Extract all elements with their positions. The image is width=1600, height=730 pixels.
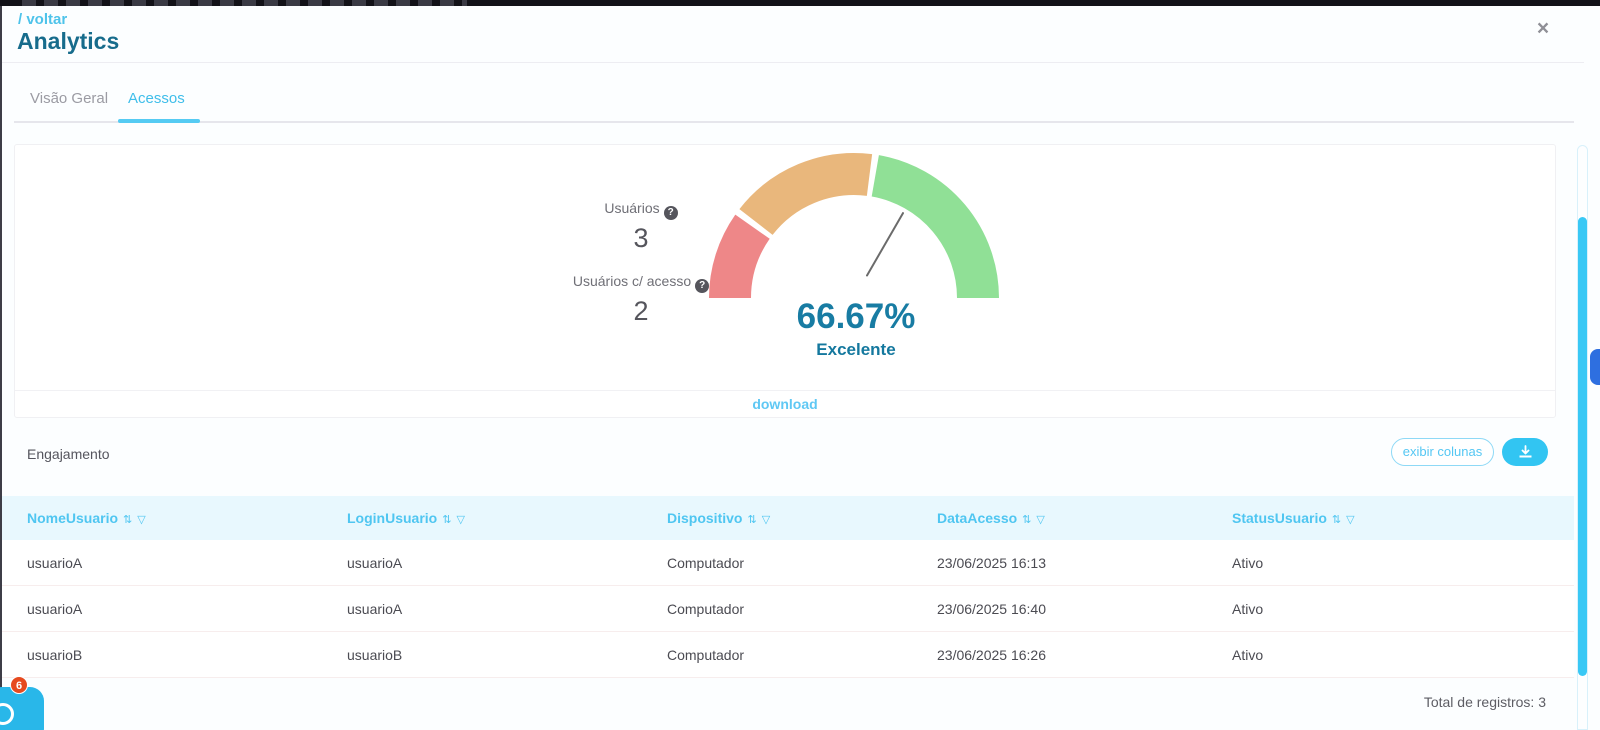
- chat-widget-icon: [0, 703, 14, 725]
- stat-usuarios-acesso-value: 2: [633, 296, 649, 326]
- column-label: DataAcesso: [937, 510, 1018, 526]
- filter-icon[interactable]: ▽: [1346, 514, 1355, 526]
- header-divider: [2, 62, 1584, 63]
- stat-usuarios: Usuários? 3: [561, 200, 721, 254]
- column-header-dispositivo[interactable]: Dispositivo ⇅ ▽: [667, 510, 937, 526]
- column-label: LoginUsuario: [347, 510, 438, 526]
- help-icon[interactable]: ?: [663, 206, 678, 220]
- cell-statususuario: Ativo: [1232, 554, 1264, 571]
- tab-acessos[interactable]: Acessos: [128, 90, 185, 107]
- stat-usuarios-label: Usuários?: [561, 200, 721, 220]
- cell-dispositivo: Computador: [667, 554, 745, 571]
- stat-usuarios-acesso: Usuários c/ acesso? 2: [536, 273, 746, 327]
- cell-dataacesso: 23/06/2025 16:40: [937, 600, 1046, 617]
- cell-nomeusuario: usuarioA: [27, 554, 83, 571]
- overlay-left-edge: [0, 6, 2, 730]
- chart-download-link[interactable]: download: [752, 396, 818, 412]
- close-icon[interactable]: ×: [1536, 17, 1550, 40]
- card-divider: [15, 390, 1555, 391]
- total-records-label: Total de registros: 3: [1423, 694, 1546, 710]
- cell-statususuario: Ativo: [1232, 600, 1264, 617]
- sort-icon[interactable]: ⇅: [442, 514, 452, 526]
- active-tab-underline: [118, 119, 200, 123]
- column-header-loginusuario[interactable]: LoginUsuario ⇅ ▽: [347, 510, 667, 526]
- table-row: usuarioA usuarioA Computador 23/06/2025 …: [2, 540, 1574, 586]
- filter-icon[interactable]: ▽: [761, 514, 771, 526]
- cell-loginusuario: usuarioA: [347, 554, 403, 571]
- scrollbar-thumb[interactable]: [1578, 217, 1587, 676]
- show-columns-button[interactable]: exibir colunas: [1391, 438, 1494, 466]
- engagement-title: Engajamento: [27, 446, 110, 462]
- gauge-segment: [739, 153, 873, 236]
- sort-icon[interactable]: ⇅: [1022, 514, 1032, 526]
- sort-icon[interactable]: ⇅: [123, 514, 133, 526]
- filter-icon[interactable]: ▽: [1036, 514, 1045, 526]
- table-header-row: NomeUsuario ⇅ ▽ LoginUsuario ⇅ ▽ Dispositivo…: [2, 496, 1574, 540]
- filter-icon[interactable]: ▽: [137, 514, 146, 526]
- gauge-percent-value: 66.67%: [796, 297, 916, 336]
- table-row: usuarioA usuarioA Computador 23/06/2025 …: [2, 586, 1574, 632]
- notification-badge[interactable]: 6: [10, 676, 28, 694]
- help-icon[interactable]: ?: [695, 279, 710, 293]
- table-row: usuarioB usuarioB Computador 23/06/2025 …: [2, 632, 1574, 678]
- tabbar-line: [14, 121, 1574, 123]
- tab-visao-geral[interactable]: Visão Geral: [30, 90, 109, 107]
- cell-nomeusuario: usuarioA: [27, 600, 83, 617]
- sort-icon[interactable]: ⇅: [1331, 514, 1342, 526]
- gauge-needle: [866, 212, 904, 277]
- column-label: NomeUsuario: [27, 510, 119, 526]
- chat-widget-button[interactable]: [0, 687, 44, 730]
- stat-usuarios-acesso-label: Usuários c/ acesso?: [536, 273, 746, 293]
- table-download-button[interactable]: [1502, 438, 1548, 466]
- stat-usuarios-value: 3: [633, 223, 649, 253]
- cell-loginusuario: usuarioA: [347, 600, 403, 617]
- cell-dispositivo: Computador: [667, 646, 745, 663]
- column-header-nomeusuario[interactable]: NomeUsuario ⇅ ▽: [27, 510, 347, 526]
- download-tray-icon: [1519, 445, 1531, 458]
- column-header-statususuario[interactable]: StatusUsuario ⇅ ▽: [1232, 510, 1574, 526]
- engagement-table: NomeUsuario ⇅ ▽ LoginUsuario ⇅ ▽ Dispositivo…: [2, 496, 1574, 678]
- gauge-classification: Excelente: [816, 340, 896, 359]
- table-body: usuarioA usuarioA Computador 23/06/2025 …: [2, 540, 1574, 678]
- page-title: Analytics: [17, 28, 120, 54]
- sort-icon[interactable]: ⇅: [747, 514, 757, 526]
- cell-loginusuario: usuarioB: [347, 646, 403, 663]
- gauge-chart: [708, 153, 999, 299]
- gauge-segment: [871, 155, 999, 299]
- cell-dataacesso: 23/06/2025 16:26: [937, 646, 1046, 663]
- gauge-chart-card: Usuários? 3 Usuários c/ acesso? 2 66.67%…: [14, 144, 1556, 418]
- filter-icon[interactable]: ▽: [456, 514, 465, 526]
- breadcrumb-voltar[interactable]: / voltar: [18, 11, 68, 28]
- clipped-background-text: [22, 0, 467, 6]
- cell-dispositivo: Computador: [667, 600, 745, 617]
- column-header-dataacesso[interactable]: DataAcesso ⇅ ▽: [937, 510, 1232, 526]
- cell-nomeusuario: usuarioB: [27, 646, 83, 663]
- cell-statususuario: Ativo: [1232, 646, 1264, 663]
- background-page-fragment: [0, 0, 1600, 6]
- column-label: Dispositivo: [667, 510, 743, 526]
- column-label: StatusUsuario: [1232, 510, 1327, 526]
- cell-dataacesso: 23/06/2025 16:13: [937, 554, 1046, 571]
- analytics-panel: / voltar Analytics × Visão Geral Acessos…: [2, 6, 1600, 730]
- side-tab-button[interactable]: [1590, 349, 1600, 385]
- stat-usuarios-text: Usuários: [604, 200, 660, 216]
- stat-usuarios-acesso-text: Usuários c/ acesso: [572, 273, 692, 289]
- gauge-segment: [708, 214, 771, 299]
